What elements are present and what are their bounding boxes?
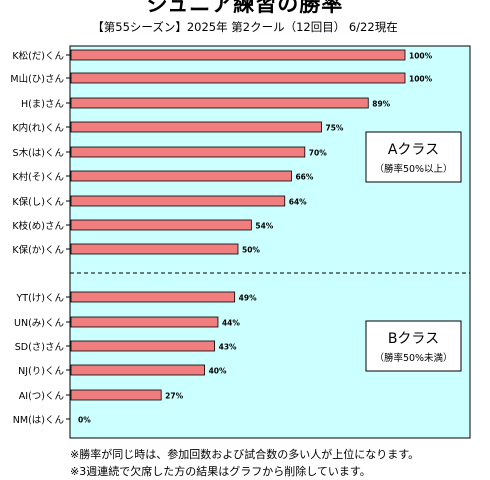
category-label: NJ(り)くん bbox=[18, 366, 64, 377]
category-label: SD(さ)さん bbox=[15, 342, 64, 353]
class-name: Bクラス bbox=[388, 331, 439, 347]
class-name: Aクラス bbox=[388, 142, 439, 158]
value-label: 64% bbox=[289, 198, 307, 207]
category-label: NM(は)くん bbox=[13, 415, 64, 426]
class-box bbox=[365, 320, 462, 372]
category-label: K保(し)くん bbox=[12, 196, 64, 208]
value-label: 0% bbox=[78, 416, 91, 425]
value-label: 75% bbox=[326, 124, 344, 133]
category-label: K保(か)くん bbox=[12, 244, 64, 256]
bar bbox=[70, 291, 236, 303]
category-label: UN(み)くん bbox=[14, 318, 64, 329]
chart-subtitle: 【第55シーズン】2025年 第2クール（12回目） 6/22現在 bbox=[92, 20, 398, 34]
bar bbox=[70, 316, 219, 328]
value-label: 100% bbox=[409, 75, 433, 84]
category-label: AI(つ)くん bbox=[19, 391, 64, 402]
category-label: K内(れ)くん bbox=[12, 122, 64, 134]
bar bbox=[70, 195, 286, 207]
value-label: 27% bbox=[165, 392, 183, 401]
value-label: 70% bbox=[309, 149, 327, 158]
category-label: H(ま)さん bbox=[21, 99, 64, 110]
bar bbox=[70, 121, 322, 133]
category-label: K枝(め)さん bbox=[12, 220, 64, 232]
value-label: 43% bbox=[219, 343, 237, 352]
bar bbox=[70, 170, 292, 182]
bar bbox=[70, 219, 252, 231]
category-label: K村(そ)くん bbox=[12, 171, 64, 183]
value-label: 50% bbox=[242, 246, 260, 255]
chart-title: ジュニア練習の勝率 bbox=[146, 0, 344, 16]
category-label: YT(け)くん bbox=[15, 293, 64, 304]
value-label: 54% bbox=[255, 222, 273, 231]
bar bbox=[70, 243, 239, 255]
value-label: 100% bbox=[409, 52, 433, 61]
bar bbox=[70, 389, 162, 401]
value-label: 66% bbox=[295, 173, 313, 182]
bar bbox=[70, 97, 369, 109]
category-label: S木(は)くん bbox=[13, 147, 64, 159]
footnote-2: ※3週連続で欠席した方の結果はグラフから削除しています。 bbox=[70, 465, 371, 478]
bar bbox=[70, 364, 206, 376]
bar bbox=[70, 340, 216, 352]
value-label: 49% bbox=[239, 294, 257, 303]
value-label: 44% bbox=[222, 319, 240, 328]
bar bbox=[70, 72, 406, 84]
class-note: （勝率50%未満） bbox=[374, 352, 452, 364]
category-label: K松(だ)くん bbox=[12, 50, 64, 62]
class-box bbox=[365, 131, 462, 183]
value-label: 89% bbox=[372, 100, 390, 109]
category-label: M山(ひ)さん bbox=[10, 74, 64, 85]
class-note: （勝率50%以上） bbox=[374, 163, 452, 175]
bar bbox=[70, 49, 406, 61]
footnotes: ※勝率が同じ時は、参加回数および試合数の多い人が上位になります。 ※3週連続で欠… bbox=[70, 446, 419, 480]
footnote-1: ※勝率が同じ時は、参加回数および試合数の多い人が上位になります。 bbox=[70, 448, 420, 461]
value-label: 40% bbox=[209, 367, 227, 376]
bar bbox=[70, 146, 306, 158]
